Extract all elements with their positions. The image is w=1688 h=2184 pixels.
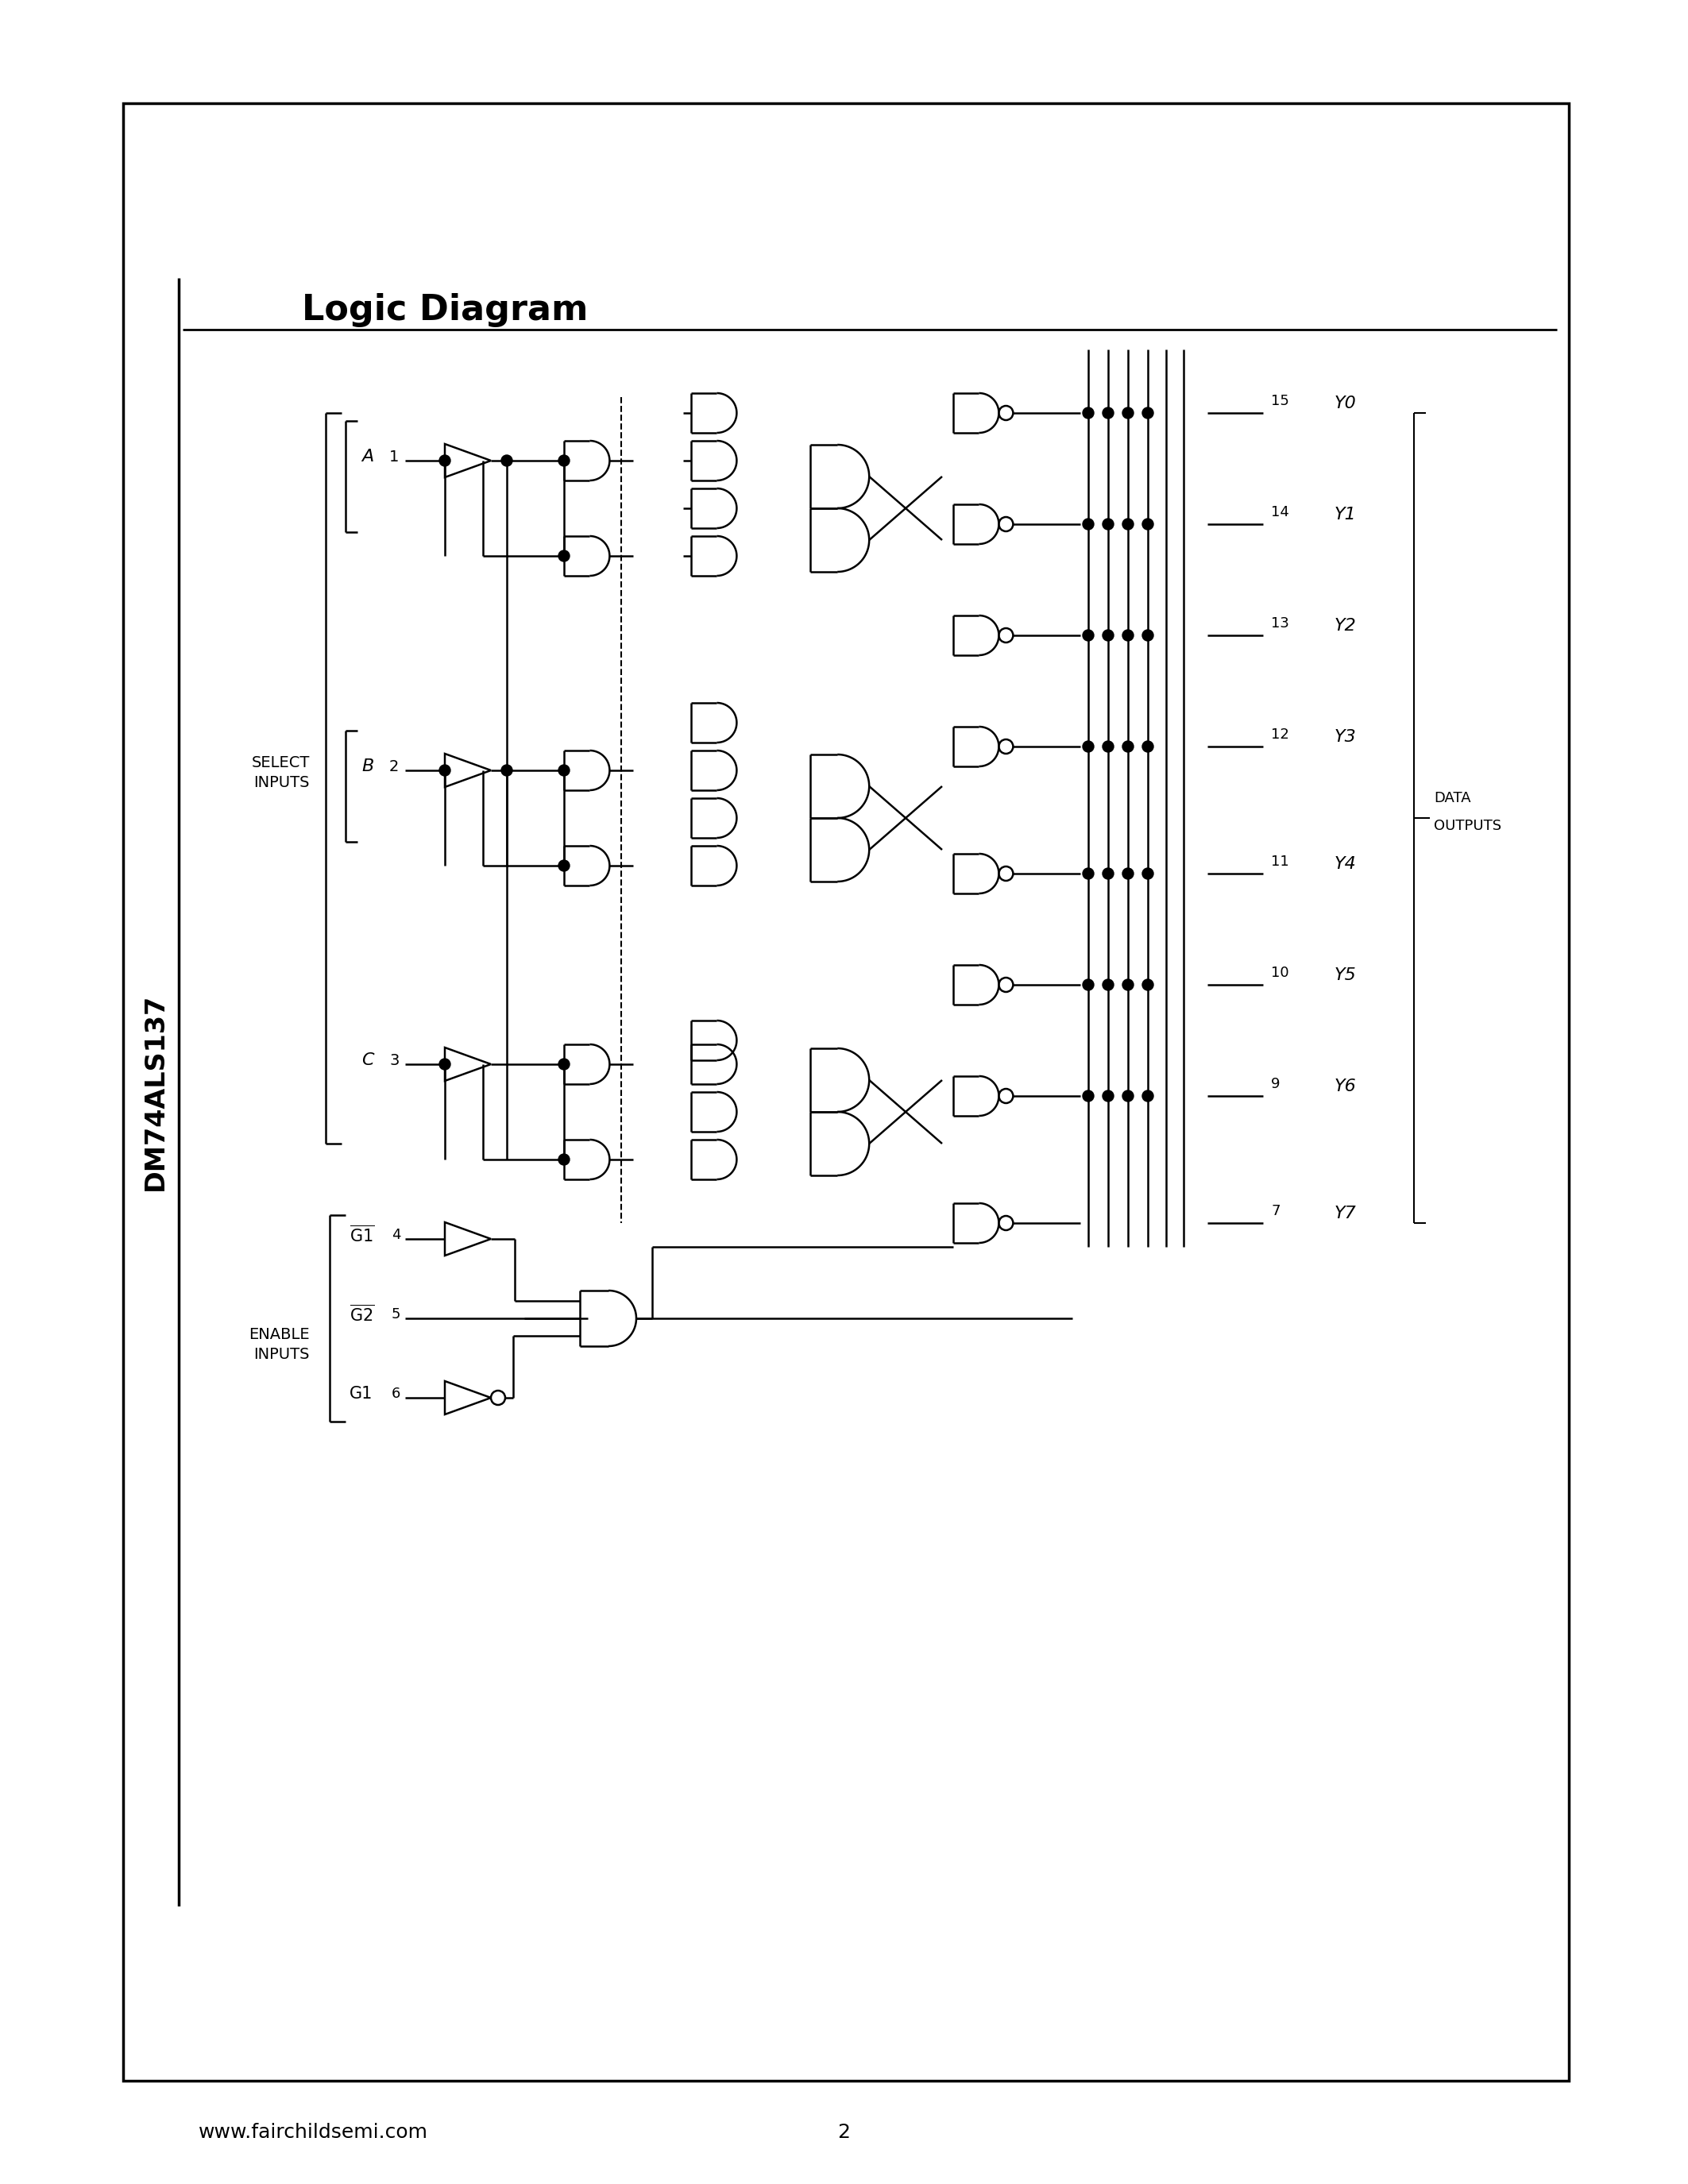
Text: INPUTS: INPUTS xyxy=(253,775,311,791)
Text: ENABLE: ENABLE xyxy=(248,1326,311,1341)
Text: Y1: Y1 xyxy=(1335,507,1357,522)
Circle shape xyxy=(1123,408,1134,419)
Text: B: B xyxy=(361,758,373,775)
Circle shape xyxy=(1102,740,1114,751)
Text: Y6: Y6 xyxy=(1335,1079,1357,1094)
Circle shape xyxy=(1123,629,1134,640)
Text: OUTPUTS: OUTPUTS xyxy=(1433,819,1501,832)
Text: 11: 11 xyxy=(1271,854,1290,869)
Circle shape xyxy=(559,1153,569,1164)
Text: Y5: Y5 xyxy=(1335,968,1357,983)
Text: $\overline{\mathsf{G1}}$: $\overline{\mathsf{G1}}$ xyxy=(349,1225,375,1245)
Text: 1: 1 xyxy=(390,450,398,465)
Circle shape xyxy=(1082,1090,1094,1101)
Circle shape xyxy=(439,1059,451,1070)
Text: 7: 7 xyxy=(1271,1203,1280,1219)
Text: Y4: Y4 xyxy=(1335,856,1357,871)
Circle shape xyxy=(1123,978,1134,989)
Circle shape xyxy=(1123,867,1134,880)
Text: A: A xyxy=(361,448,373,465)
Circle shape xyxy=(559,1059,569,1070)
Circle shape xyxy=(1143,867,1153,880)
Circle shape xyxy=(1123,1090,1134,1101)
Text: 9: 9 xyxy=(1271,1077,1280,1092)
Circle shape xyxy=(1082,408,1094,419)
Circle shape xyxy=(1143,408,1153,419)
Text: Y7: Y7 xyxy=(1335,1206,1357,1221)
Text: 6: 6 xyxy=(392,1387,400,1400)
Circle shape xyxy=(1102,629,1114,640)
Circle shape xyxy=(439,764,451,775)
Text: Logic Diagram: Logic Diagram xyxy=(302,293,587,328)
Text: C: C xyxy=(361,1053,373,1068)
Text: 13: 13 xyxy=(1271,616,1290,631)
Text: SELECT: SELECT xyxy=(252,756,311,771)
Circle shape xyxy=(559,454,569,465)
Text: $\overline{\mathsf{G2}}$: $\overline{\mathsf{G2}}$ xyxy=(349,1304,375,1324)
Text: 15: 15 xyxy=(1271,393,1290,408)
Circle shape xyxy=(1082,629,1094,640)
Text: 12: 12 xyxy=(1271,727,1290,743)
Text: Y2: Y2 xyxy=(1335,618,1357,633)
Circle shape xyxy=(1123,740,1134,751)
Circle shape xyxy=(1102,1090,1114,1101)
Circle shape xyxy=(1102,518,1114,531)
Text: 5: 5 xyxy=(392,1308,400,1321)
Bar xyxy=(123,103,1568,2081)
Circle shape xyxy=(1082,740,1094,751)
Circle shape xyxy=(1143,978,1153,989)
Circle shape xyxy=(559,860,569,871)
Text: INPUTS: INPUTS xyxy=(253,1348,311,1361)
Circle shape xyxy=(1143,1090,1153,1101)
Circle shape xyxy=(1143,740,1153,751)
Text: DATA: DATA xyxy=(1433,791,1470,806)
Circle shape xyxy=(1143,629,1153,640)
Text: 2: 2 xyxy=(837,2123,851,2143)
Circle shape xyxy=(1143,518,1153,531)
Circle shape xyxy=(1082,518,1094,531)
Text: Y0: Y0 xyxy=(1335,395,1357,411)
Circle shape xyxy=(559,550,569,561)
Text: 14: 14 xyxy=(1271,505,1290,520)
Circle shape xyxy=(559,764,569,775)
Circle shape xyxy=(501,454,513,465)
Circle shape xyxy=(1082,978,1094,989)
Circle shape xyxy=(1102,867,1114,880)
Text: 3: 3 xyxy=(390,1053,398,1068)
Circle shape xyxy=(501,764,513,775)
Text: 2: 2 xyxy=(390,758,398,773)
Text: 4: 4 xyxy=(392,1227,400,1243)
Circle shape xyxy=(1102,978,1114,989)
Circle shape xyxy=(1123,518,1134,531)
Text: DM74ALS137: DM74ALS137 xyxy=(142,994,169,1190)
Circle shape xyxy=(1082,867,1094,880)
Text: www.fairchildsemi.com: www.fairchildsemi.com xyxy=(199,2123,429,2143)
Text: 10: 10 xyxy=(1271,965,1290,981)
Circle shape xyxy=(1102,408,1114,419)
Circle shape xyxy=(439,454,451,465)
Text: G1: G1 xyxy=(349,1387,373,1402)
Text: Y3: Y3 xyxy=(1335,729,1357,745)
